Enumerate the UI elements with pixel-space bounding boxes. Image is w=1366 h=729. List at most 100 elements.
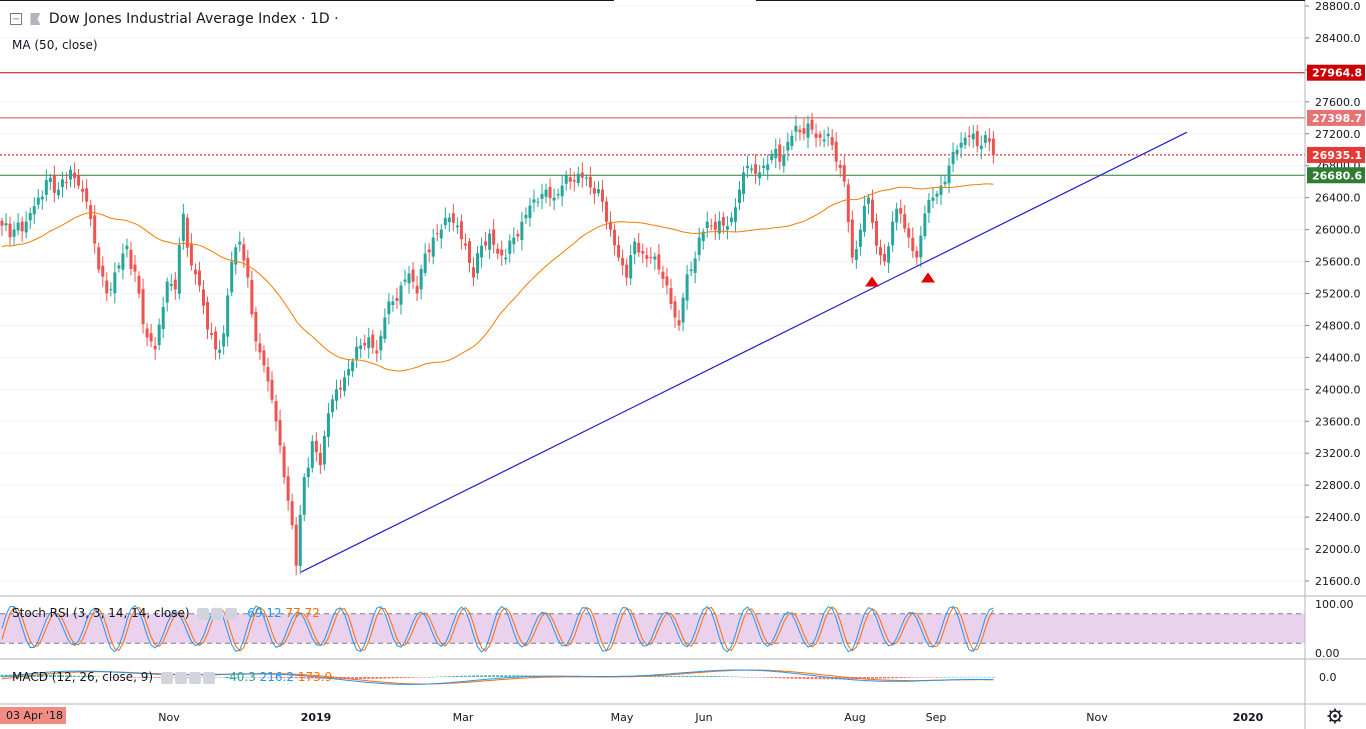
macd-histogram-bar — [185, 677, 189, 678]
eye-icon[interactable] — [160, 672, 173, 684]
candle-body — [387, 301, 391, 315]
collapse-icon[interactable]: − — [10, 13, 22, 25]
gear-icon[interactable] — [1327, 708, 1343, 724]
candle-body — [536, 201, 540, 203]
time-axis[interactable]: SepNov2019MarMayJunAugSepNov202003 Apr '… — [0, 707, 1343, 724]
candle-body — [334, 389, 338, 401]
time-tick-label: Aug — [844, 711, 865, 724]
macd-histogram-bar — [818, 677, 822, 680]
indicator-buttons[interactable] — [197, 607, 239, 621]
macd-histogram-bar — [681, 675, 685, 677]
candle-body — [709, 225, 713, 227]
candle-body — [411, 269, 415, 282]
candle-body — [157, 324, 161, 346]
price-tick-label: 26400.0 — [1315, 192, 1361, 205]
candle-body — [693, 258, 697, 273]
candle-body — [246, 257, 250, 278]
macd-legend[interactable]: MACD (12, 26, close, 9) -40.3 216.2 173.… — [12, 670, 332, 685]
macd-histogram-bar — [371, 677, 375, 679]
price-tick-label: 26000.0 — [1315, 224, 1361, 237]
macd-histogram-bar — [758, 677, 762, 678]
candle-body — [939, 185, 943, 195]
candle-body — [943, 181, 947, 185]
macd-histogram-bar — [113, 677, 117, 678]
macd-line-value: 216.2 — [259, 670, 295, 684]
candle-body — [24, 221, 28, 233]
macd-histogram-bar — [516, 675, 520, 677]
candle-body — [891, 221, 895, 246]
macd-histogram-bar — [915, 677, 919, 678]
candle-body — [40, 196, 44, 200]
macd-histogram-bar — [709, 675, 713, 677]
candle-body — [866, 197, 870, 204]
candle-body — [435, 233, 439, 235]
macd-histogram-bar — [121, 677, 125, 678]
macd-histogram-bar — [842, 677, 846, 680]
close-icon[interactable] — [202, 672, 215, 684]
candle-body — [681, 297, 685, 323]
price-axis[interactable]: 28800.028400.028000.027600.027200.026800… — [1305, 0, 1361, 588]
macd-histogram-bar — [939, 676, 943, 678]
macd-histogram-bar — [959, 676, 963, 678]
macd-histogram-bar — [395, 677, 399, 679]
candle-body — [556, 194, 560, 196]
macd-histogram-bar — [488, 675, 492, 677]
macd-histogram-bar — [951, 676, 955, 678]
macd-histogram-bar — [463, 675, 467, 677]
price-tick-label: 24400.0 — [1315, 351, 1361, 364]
candle-body — [669, 288, 673, 304]
candle-body — [133, 264, 137, 272]
candle-body — [218, 349, 222, 353]
ma-legend[interactable]: MA (50, close) — [12, 38, 98, 52]
settings-icon[interactable] — [188, 672, 201, 684]
macd-histogram-bar — [705, 675, 709, 677]
macd-histogram-bar — [355, 677, 359, 680]
candle-body — [451, 213, 455, 223]
macd-histogram-bar — [923, 677, 927, 678]
candle-body — [528, 205, 532, 219]
candle-body — [907, 228, 911, 238]
price-tag-label: 26680.6 — [1312, 169, 1362, 182]
gear-icon[interactable] — [174, 672, 187, 684]
macd-histogram-bar — [447, 676, 451, 677]
macd-histogram-bar — [250, 677, 254, 678]
candle-body — [359, 345, 363, 349]
price-tick-label: 23200.0 — [1315, 447, 1361, 460]
candle-body — [971, 133, 975, 140]
candle-body — [480, 245, 484, 258]
candle-body — [600, 189, 604, 202]
macd-histogram-bar — [665, 675, 669, 677]
candle-body — [137, 275, 141, 294]
candle-body — [923, 213, 927, 237]
candle-body — [649, 257, 653, 259]
close-icon[interactable] — [225, 608, 238, 620]
stoch-legend[interactable]: Stoch RSI (3, 3, 14, 14, close) 69.12 77… — [12, 606, 320, 621]
candle-body — [431, 237, 435, 257]
candle-body — [326, 413, 330, 437]
macd-histogram-bar — [810, 677, 814, 680]
price-tick-label: 28800.0 — [1315, 0, 1361, 13]
flag-icon[interactable] — [30, 13, 41, 25]
price-tick-label: 28400.0 — [1315, 32, 1361, 45]
macd-histogram-bar — [713, 676, 717, 677]
candle-body — [592, 188, 596, 194]
gear-tooth — [1337, 718, 1341, 722]
gear-icon[interactable] — [211, 608, 224, 620]
gear-tooth — [1329, 710, 1333, 714]
macd-histogram-bar — [846, 677, 850, 680]
candle-body — [717, 221, 721, 234]
candle-body — [234, 247, 238, 265]
candle-body — [754, 164, 758, 174]
trendline[interactable] — [300, 131, 1188, 573]
macd-histogram-bar — [351, 677, 355, 680]
macd-histogram-bar — [883, 677, 887, 679]
eye-icon[interactable] — [197, 608, 210, 620]
candle-body — [641, 250, 645, 254]
stoch-label: Stoch RSI (3, 3, 14, 14, close) — [12, 606, 190, 620]
candle-body — [153, 345, 157, 350]
candle-body — [951, 151, 955, 165]
indicator-buttons[interactable] — [160, 671, 217, 685]
macd-histogram-bar — [451, 676, 455, 677]
candle-body — [915, 251, 919, 258]
